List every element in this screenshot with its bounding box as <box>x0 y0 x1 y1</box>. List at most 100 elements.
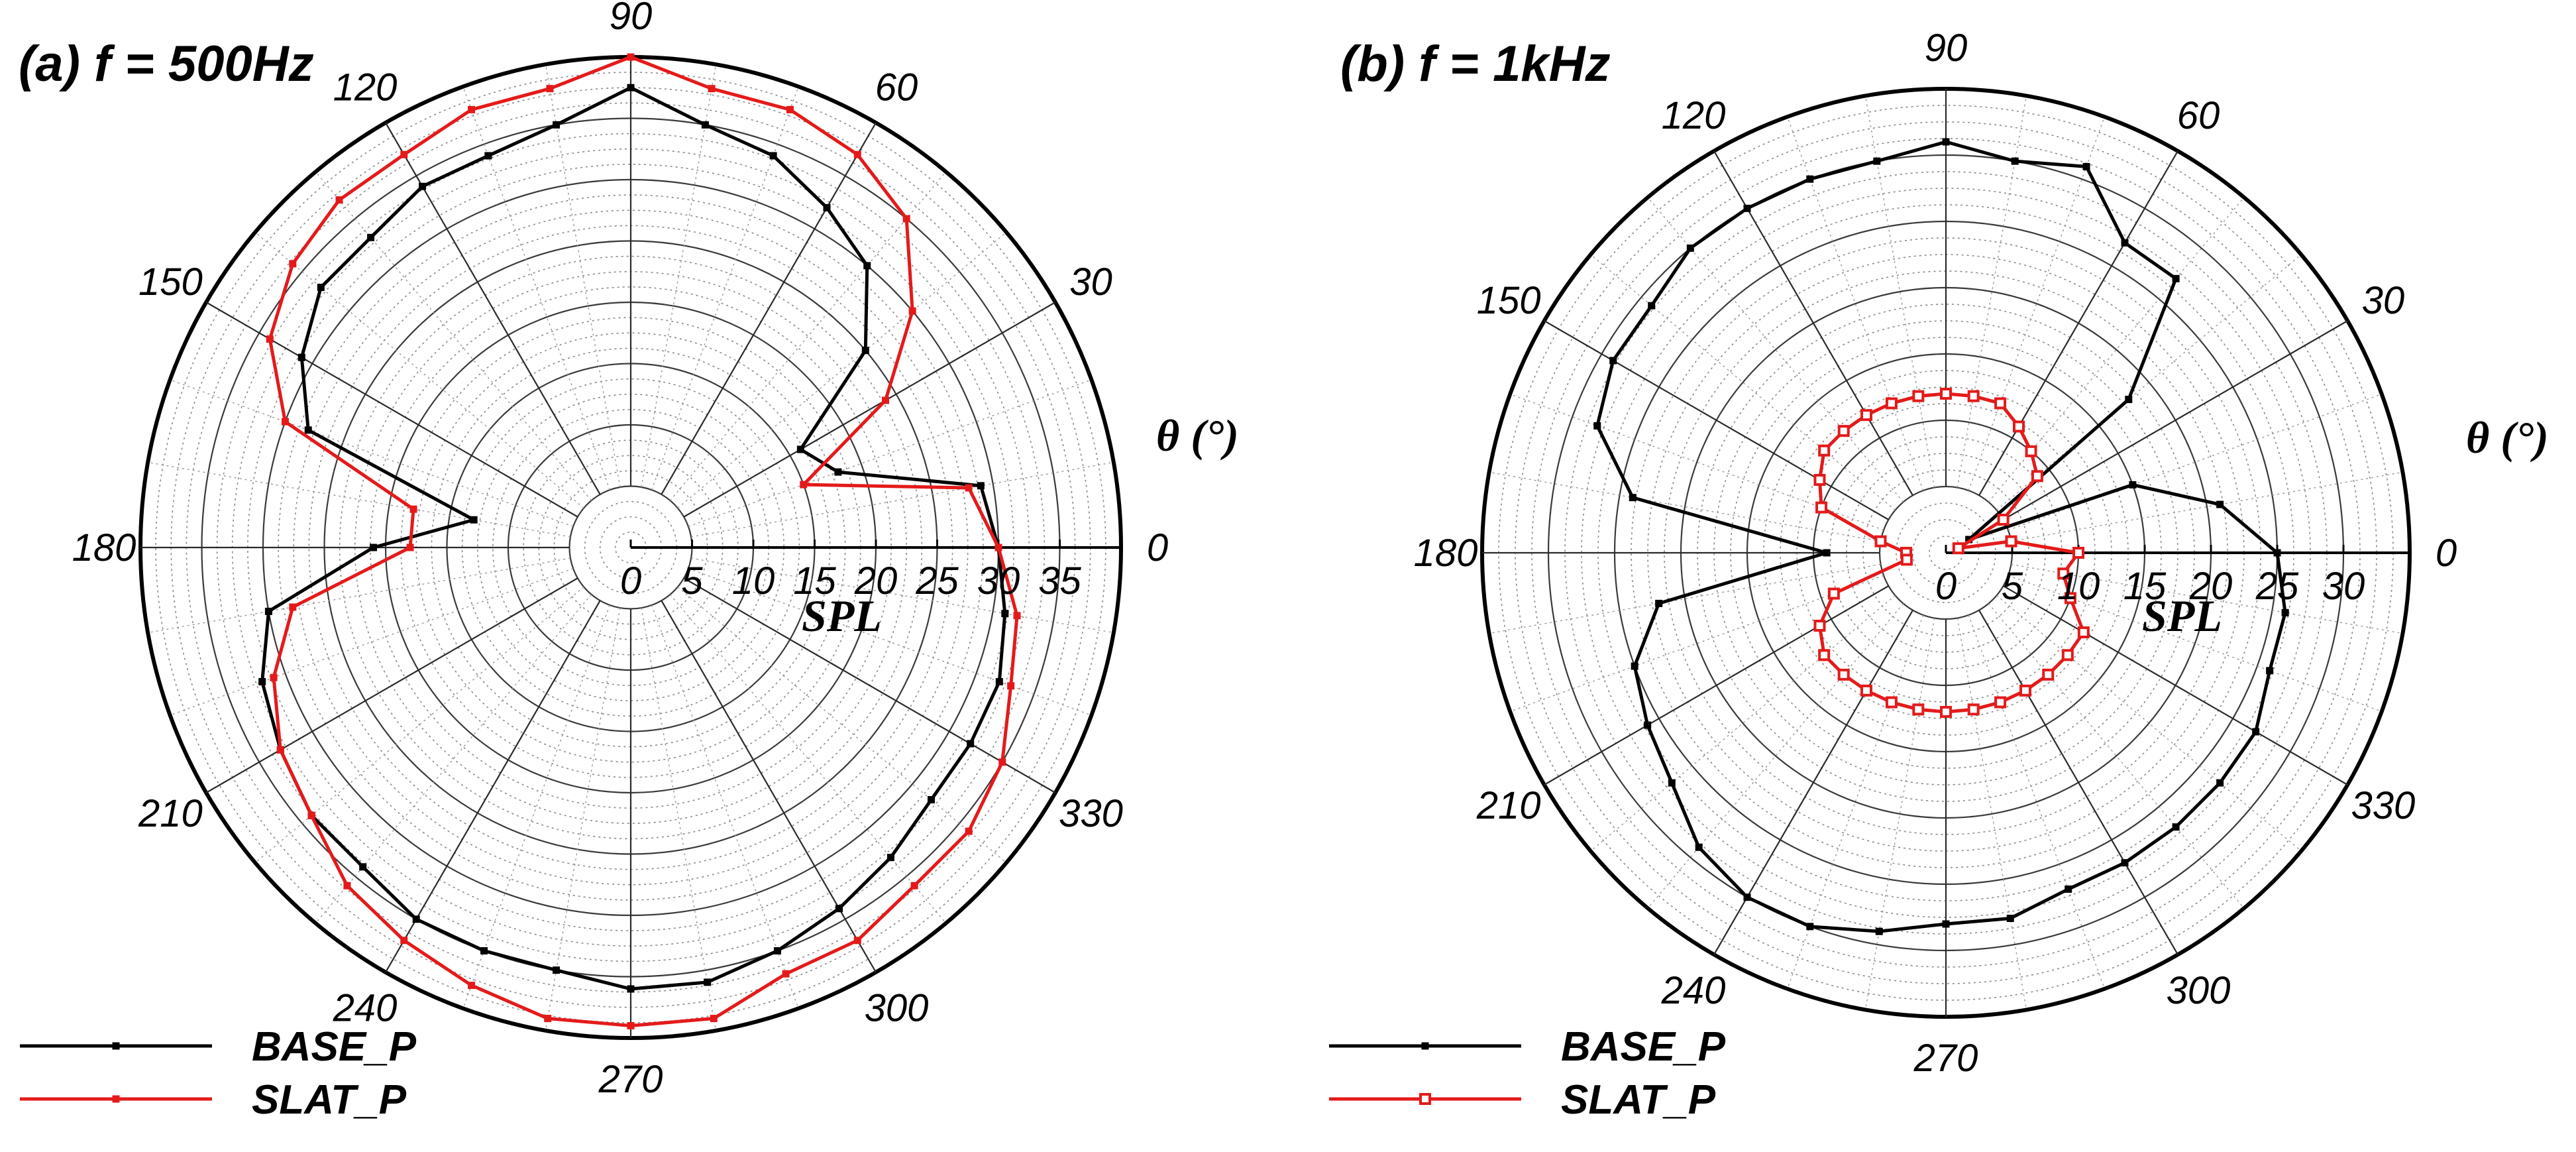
series-point-base-p-300 <box>835 905 843 913</box>
series-point-base-p-340 <box>995 677 1003 685</box>
series-point-base-p-270 <box>1942 920 1950 928</box>
series-point-slat-p-120 <box>400 150 408 158</box>
theta-tick-label-330: 330 <box>2351 784 2416 827</box>
series-point-slat-p-330 <box>2077 626 2090 638</box>
series-point-base-p-340 <box>2266 667 2274 675</box>
radial-tick-label-0: 0 <box>1935 565 1957 608</box>
legend-marker-slat-p <box>1419 1093 1431 1105</box>
series-point-slat-p-340 <box>2064 592 2076 605</box>
series-point-base-p-120 <box>419 182 426 190</box>
series-point-base-p-100 <box>553 121 561 129</box>
series-point-slat-p-40 <box>2031 470 2043 483</box>
series-point-slat-p-160 <box>281 418 289 426</box>
spoke-minor-10 <box>690 461 1114 538</box>
series-point-base-p-40 <box>2125 396 2133 404</box>
series-point-base-p-240 <box>412 915 420 923</box>
series-point-slat-p-100 <box>546 85 554 93</box>
series-point-slat-p-340 <box>1007 682 1015 690</box>
series-point-slat-p-110 <box>468 105 476 113</box>
theta-tick-label-60: 60 <box>2177 94 2220 137</box>
theta-tick-label-210: 210 <box>138 792 203 835</box>
series-point-slat-p-130 <box>335 196 343 204</box>
series-point-slat-p-310 <box>910 882 918 890</box>
spoke-major-60 <box>661 122 877 495</box>
series-point-base-p-260 <box>553 966 561 974</box>
series-point-base-p-220 <box>1668 779 1676 787</box>
spoke-minor-130 <box>315 171 592 501</box>
theta-tick-label-120: 120 <box>333 66 398 109</box>
series-point-base-p-290 <box>773 947 781 954</box>
series-point-base-p-140 <box>1648 302 1656 310</box>
series-point-base-p-270 <box>627 985 635 993</box>
panel-b-title: (b) f = 1kHz <box>1340 36 1611 92</box>
radial-tick-label-10: 10 <box>732 559 775 603</box>
series-point-slat-p-110 <box>1885 397 1898 410</box>
theta-tick-label-330: 330 <box>1059 792 1123 835</box>
series-point-slat-p-260 <box>544 1015 552 1023</box>
theta-tick-label-180: 180 <box>72 526 136 569</box>
panel-a-theta-axis-title: θ (°) <box>1156 410 1239 461</box>
spoke-major-30 <box>683 302 1056 518</box>
series-point-base-p-210 <box>1644 721 1652 729</box>
spoke-major-150 <box>205 302 578 518</box>
series-point-base-p-170 <box>1629 494 1637 502</box>
series-point-slat-p-90 <box>627 53 635 61</box>
series-point-base-p-310 <box>886 854 894 862</box>
series-point-slat-p-70 <box>786 105 794 113</box>
series-point-slat-p-0 <box>2072 547 2084 559</box>
panel-b-legend-base-p: BASE_P <box>1561 1024 1726 1070</box>
panel-b-spl-axis-title: SPL <box>2142 591 2222 641</box>
series-point-base-p-110 <box>1806 175 1814 183</box>
series-point-slat-p-180 <box>406 544 414 551</box>
series-line-slat-p <box>268 55 1019 1027</box>
series-point-slat-p-290 <box>782 970 790 978</box>
series-point-slat-p-200 <box>270 673 278 681</box>
series-point-base-p-240 <box>1743 893 1751 901</box>
series-point-base-p-200 <box>1631 662 1638 670</box>
series-point-base-p-160 <box>304 426 312 434</box>
series-point-base-p-10 <box>2216 500 2224 508</box>
series-point-slat-p-190 <box>289 603 297 611</box>
theta-tick-label-210: 210 <box>1476 784 1541 827</box>
theta-tick-label-240: 240 <box>1661 969 1726 1012</box>
panel-a-legend-slat-p: SLAT_P <box>252 1077 407 1123</box>
series-point-slat-p-240 <box>400 937 408 945</box>
series-point-base-p-80 <box>2011 157 2019 165</box>
theta-tick-label-150: 150 <box>138 260 203 304</box>
theta-tick-label-60: 60 <box>875 66 918 109</box>
series-point-base-p-250 <box>480 947 488 954</box>
series-point-slat-p-100 <box>1912 390 1925 402</box>
series-point-base-p-10 <box>977 482 985 490</box>
series-point-base-p-180 <box>1823 549 1831 557</box>
spoke-minor-110 <box>462 86 611 490</box>
theta-tick-label-90: 90 <box>1925 27 1968 70</box>
spoke-major-240 <box>1713 610 1913 955</box>
radial-tick-label-0: 0 <box>620 559 641 603</box>
series-point-base-p-130 <box>367 233 375 241</box>
series-point-slat-p-160 <box>1815 501 1828 514</box>
spoke-minor-200 <box>170 567 574 716</box>
series-point-slat-p-260 <box>1912 703 1925 716</box>
series-point-slat-p-350 <box>1013 612 1021 620</box>
series-point-slat-p-30 <box>1997 514 2010 526</box>
theta-tick-label-90: 90 <box>610 0 653 38</box>
spoke-major-120 <box>1713 150 1913 496</box>
legend-marker-base-p <box>1421 1042 1429 1050</box>
spoke-minor-130 <box>1647 197 1904 502</box>
panel-a-title: (a) f = 500Hz <box>19 36 314 92</box>
radial-tick-label-15: 15 <box>793 559 836 603</box>
series-point-base-p-20 <box>2129 481 2137 489</box>
spoke-major-330 <box>2003 585 2348 785</box>
series-point-base-p-230 <box>359 863 367 871</box>
theta-tick-label-240: 240 <box>333 987 398 1030</box>
series-point-base-p-60 <box>823 203 831 211</box>
spoke-major-300 <box>661 600 877 973</box>
radial-tick-label-25: 25 <box>915 559 959 603</box>
series-point-base-p-170 <box>470 516 478 524</box>
spoke-minor-20 <box>688 379 1092 528</box>
series-point-slat-p-90 <box>1940 388 1952 400</box>
series-point-base-p-350 <box>2281 608 2289 616</box>
series-point-slat-p-290 <box>1994 696 2007 709</box>
theta-tick-label-300: 300 <box>865 987 929 1030</box>
